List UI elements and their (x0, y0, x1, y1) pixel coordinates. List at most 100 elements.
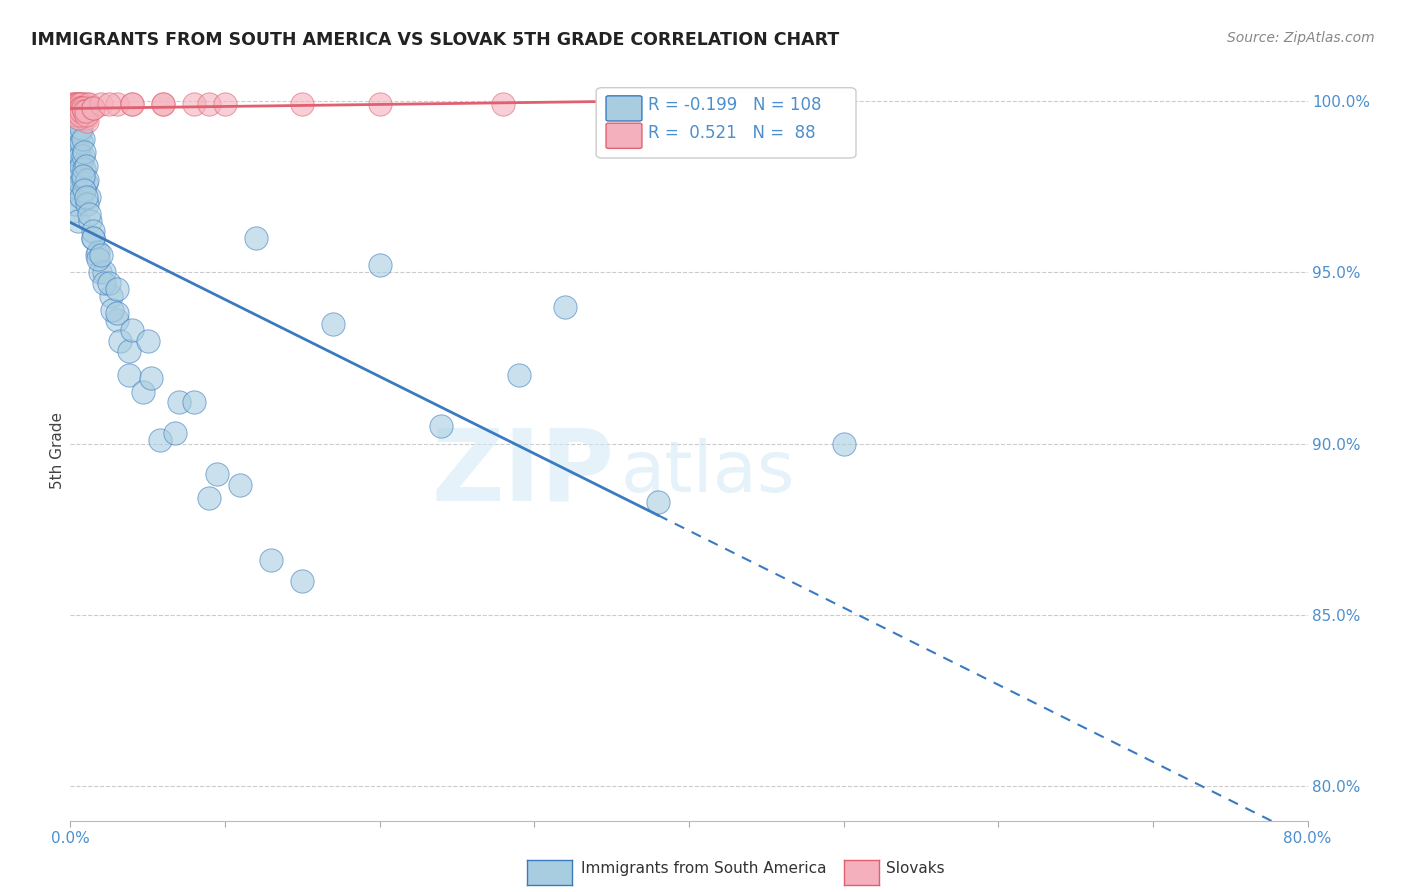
Point (60, 97, 83, 112)
Point (214, 97, 236, 112)
Point (105, 97, 128, 112)
Point (245, 231, 267, 245)
Text: IMMIGRANTS FROM SOUTH AMERICA VS SLOVAK 5TH GRADE CORRELATION CHART: IMMIGRANTS FROM SOUTH AMERICA VS SLOVAK … (31, 31, 839, 49)
FancyBboxPatch shape (606, 95, 643, 121)
Point (65, 107, 87, 121)
Point (63, 196, 86, 211)
Point (75, 104, 97, 119)
Point (75, 176, 97, 190)
Point (76, 114, 98, 128)
Point (82, 101, 105, 115)
Point (229, 477, 252, 491)
Point (76, 196, 98, 211)
Point (67, 104, 90, 119)
Point (136, 334, 159, 348)
Point (73, 145, 96, 160)
Text: atlas: atlas (621, 438, 796, 508)
Point (75, 101, 97, 115)
Point (72, 169, 94, 184)
Point (75, 111, 97, 125)
Point (76, 172, 98, 186)
Point (87, 244, 110, 259)
Point (90, 97, 112, 112)
Point (79, 214, 101, 228)
Point (75, 101, 97, 115)
FancyBboxPatch shape (596, 87, 856, 158)
Point (167, 395, 190, 409)
Point (75, 107, 97, 121)
Point (73, 107, 96, 121)
Point (647, 495, 669, 509)
Point (70, 97, 93, 112)
Point (65, 169, 87, 184)
Point (62, 203, 84, 218)
Point (69, 107, 91, 121)
Point (149, 433, 172, 447)
Point (72, 149, 94, 163)
Point (69, 101, 91, 115)
Point (63, 101, 86, 115)
Point (67, 114, 90, 128)
Point (291, 97, 314, 112)
Text: Immigrants from South America: Immigrants from South America (581, 861, 827, 876)
Point (600, 97, 623, 112)
Point (93, 276, 115, 290)
Point (89, 265, 111, 279)
Point (73, 162, 96, 177)
Point (72, 104, 94, 119)
Point (100, 289, 122, 303)
Point (72, 101, 94, 115)
Point (73, 107, 96, 121)
Point (63, 121, 86, 136)
Point (69, 97, 91, 112)
Point (67, 214, 90, 228)
Point (105, 282, 128, 296)
Point (108, 334, 131, 348)
Point (69, 101, 91, 115)
Point (139, 371, 162, 385)
Point (77, 190, 100, 204)
Point (73, 104, 96, 119)
Point (90, 248, 112, 262)
Point (207, 467, 229, 482)
Point (121, 97, 143, 112)
Point (82, 231, 105, 245)
Point (67, 97, 90, 112)
Point (67, 145, 90, 160)
Point (73, 104, 96, 119)
Point (70, 101, 93, 115)
Point (65, 179, 87, 194)
Point (63, 104, 86, 119)
Point (72, 131, 94, 145)
Point (62, 162, 84, 177)
Point (67, 142, 90, 156)
Point (69, 176, 91, 190)
Point (152, 97, 174, 112)
Point (260, 553, 283, 567)
Point (77, 207, 100, 221)
Point (70, 97, 93, 112)
Point (63, 101, 86, 115)
Point (492, 97, 515, 112)
Point (183, 395, 205, 409)
Point (508, 368, 530, 382)
Point (75, 104, 97, 119)
Point (69, 149, 91, 163)
Point (554, 300, 576, 314)
FancyBboxPatch shape (606, 123, 643, 148)
Point (87, 252, 110, 266)
Point (430, 419, 453, 434)
Point (72, 172, 94, 186)
Point (65, 107, 87, 121)
Text: R = -0.199   N = 108: R = -0.199 N = 108 (648, 95, 821, 113)
Text: Slovaks: Slovaks (886, 861, 945, 876)
Point (368, 97, 391, 112)
Point (70, 104, 93, 119)
Point (69, 111, 91, 125)
Point (67, 101, 90, 115)
Point (322, 317, 344, 331)
Point (65, 97, 87, 112)
Point (72, 101, 94, 115)
Point (70, 190, 93, 204)
Point (98, 276, 120, 290)
